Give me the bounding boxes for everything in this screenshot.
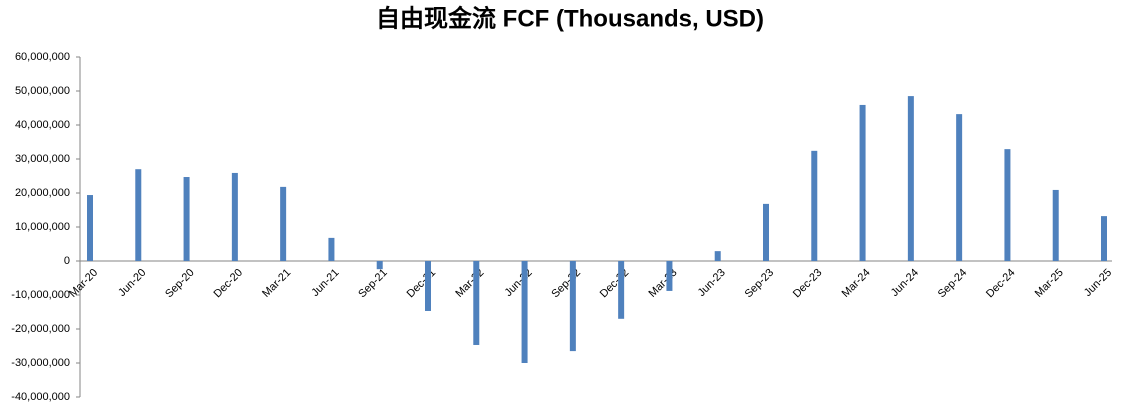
x-tick-label: Dec-21 xyxy=(405,267,439,301)
bar xyxy=(1052,189,1059,261)
bar xyxy=(87,195,93,261)
bar xyxy=(183,177,190,261)
x-tick-label: Mar-23 xyxy=(646,267,679,300)
chart-title: 自由现金流 FCF (Thousands, USD) xyxy=(376,4,764,32)
x-tick-label: Mar-21 xyxy=(260,267,293,300)
bar xyxy=(135,169,142,261)
bar xyxy=(569,261,576,352)
y-tick-label: 50,000,000 xyxy=(15,85,70,97)
x-tick-label: Sep-24 xyxy=(936,267,970,301)
y-tick-label: 10,000,000 xyxy=(15,221,70,233)
bar xyxy=(473,261,480,345)
y-tick-label: -10,000,000 xyxy=(11,289,70,301)
bar xyxy=(425,261,431,311)
bar xyxy=(811,150,818,261)
x-tick-label: Sep-22 xyxy=(549,267,583,301)
x-tick-label: Jun-22 xyxy=(502,267,534,299)
x-tick-label: Dec-23 xyxy=(791,267,825,301)
y-tick-label: 0 xyxy=(64,255,70,267)
x-tick-label: Sep-20 xyxy=(163,267,197,301)
x-tick-label: Sep-21 xyxy=(356,267,390,301)
x-tick-label: Mar-20 xyxy=(67,267,100,300)
y-tick-label: 60,000,000 xyxy=(15,51,70,63)
x-tick-label: Jun-20 xyxy=(116,267,148,299)
bar xyxy=(1101,216,1107,261)
x-tick-label: Mar-22 xyxy=(453,267,486,300)
x-tick-label: Dec-20 xyxy=(211,267,245,301)
x-tick-label: Dec-22 xyxy=(598,267,632,301)
x-tick-label: Sep-23 xyxy=(743,267,777,301)
x-tick-label: Dec-24 xyxy=(984,267,1018,301)
bar xyxy=(618,261,625,319)
bar xyxy=(328,237,335,261)
y-tick-label: -20,000,000 xyxy=(11,323,70,335)
y-tick-label: 20,000,000 xyxy=(15,187,70,199)
bar xyxy=(521,261,528,363)
x-tick-label: Jun-21 xyxy=(309,267,341,299)
bar xyxy=(666,261,673,291)
bar xyxy=(1004,149,1011,261)
x-tick-label: Mar-25 xyxy=(1033,267,1066,300)
bar xyxy=(956,114,963,262)
y-tick-label: 40,000,000 xyxy=(15,119,70,131)
x-tick-label: Jun-25 xyxy=(1082,267,1114,299)
y-tick-label: -40,000,000 xyxy=(11,391,70,403)
bar xyxy=(714,251,721,261)
x-tick-label: Jun-24 xyxy=(889,267,921,299)
x-tick-label: Mar-24 xyxy=(840,267,873,300)
x-tick-label: Jun-23 xyxy=(696,267,728,299)
bar xyxy=(859,104,866,261)
y-tick-label: -30,000,000 xyxy=(11,357,70,369)
bar xyxy=(231,172,238,261)
bar xyxy=(763,203,769,261)
bar xyxy=(280,186,287,261)
bar xyxy=(907,96,914,261)
bar xyxy=(376,261,383,270)
y-tick-label: 30,000,000 xyxy=(15,153,70,165)
